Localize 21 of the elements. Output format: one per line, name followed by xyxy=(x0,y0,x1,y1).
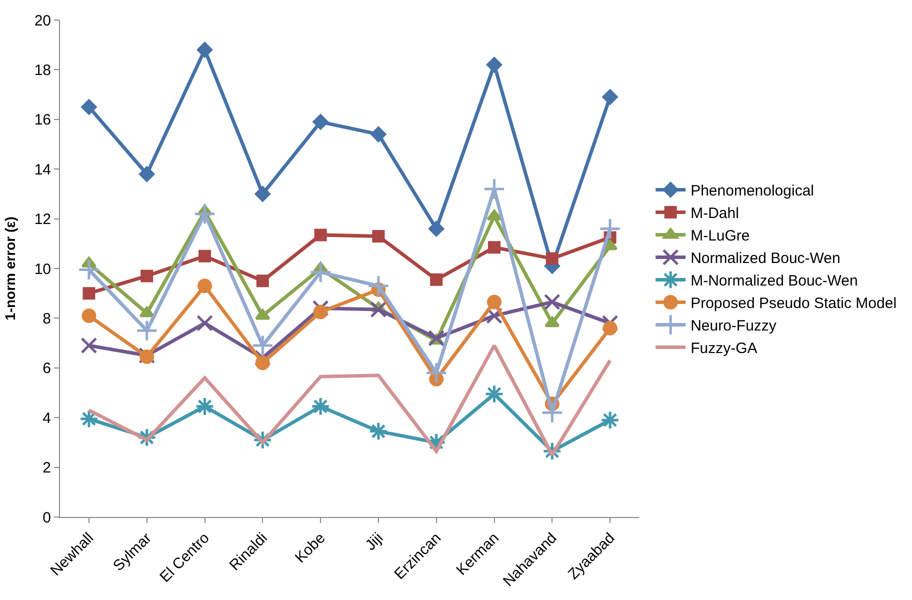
y-tick-label: 8 xyxy=(42,310,51,328)
legend-label: M-Normalized Bouc-Wen xyxy=(690,272,858,290)
y-axis-title: 1-norm error (ε) xyxy=(2,216,18,320)
legend-label: Fuzzy-GA xyxy=(690,340,758,358)
y-tick-label: 18 xyxy=(34,62,51,79)
legend-label: Normalized Bouc-Wen xyxy=(690,250,840,268)
y-tick-label: 12 xyxy=(34,211,51,228)
y-tick-label: 14 xyxy=(34,161,51,178)
legend-label: Phenomenological xyxy=(690,182,814,200)
legend-label: Proposed Pseudo Static Model xyxy=(690,295,897,312)
legend-label: M-Dahl xyxy=(690,205,739,222)
x-tick-label: Jiji xyxy=(362,530,387,554)
y-tick-label: 20 xyxy=(34,12,51,30)
legend-label: M-LuGre xyxy=(690,228,750,245)
y-tick-label: 2 xyxy=(42,460,51,477)
y-tick-label: 0 xyxy=(42,509,51,526)
y-tick-label: 10 xyxy=(34,260,51,278)
y-tick-label: 16 xyxy=(34,112,51,129)
y-tick-label: 4 xyxy=(42,410,51,427)
y-tick-label: 6 xyxy=(42,360,51,378)
legend-label: Neuro-Fuzzy xyxy=(690,318,777,335)
